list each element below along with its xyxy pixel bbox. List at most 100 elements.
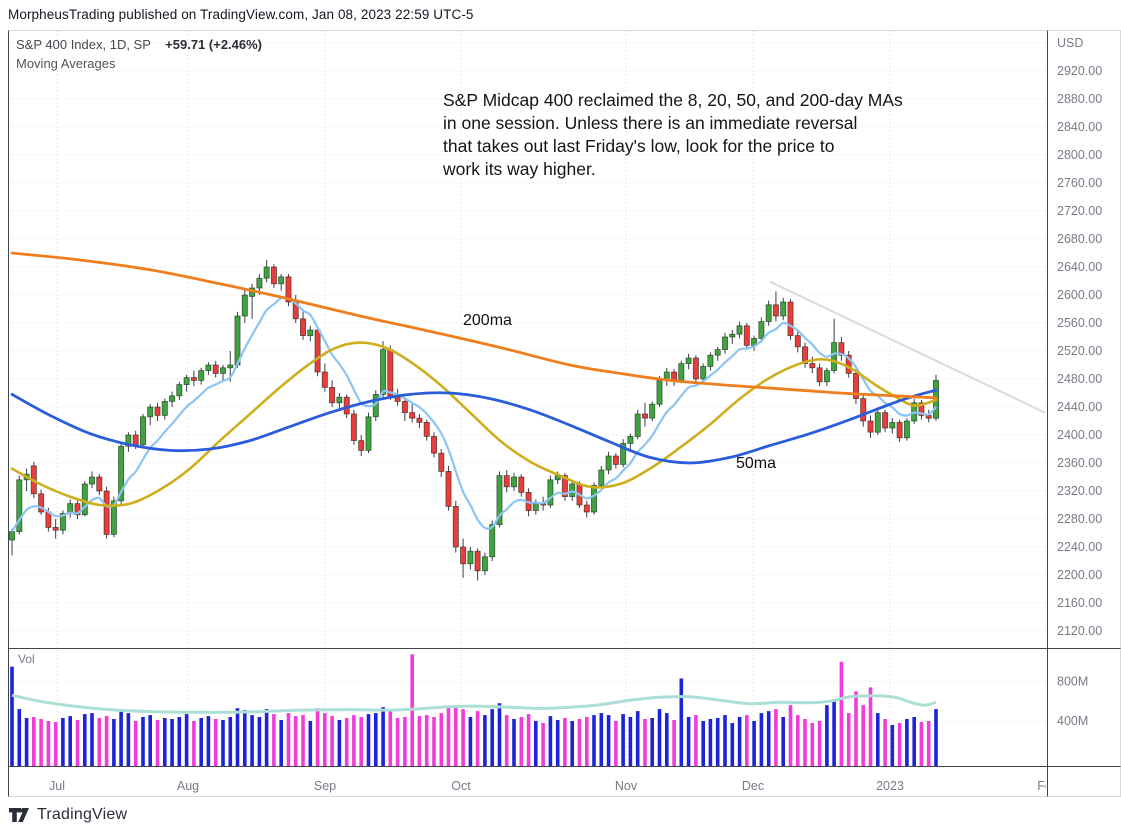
price-tick-label: 2480.00 [1057, 372, 1102, 386]
price-tick-label: 2560.00 [1057, 316, 1102, 330]
volume-bar-down [323, 713, 327, 766]
volume-bar-up [199, 718, 203, 766]
volume-bar-up [61, 718, 65, 766]
volume-bar-down [424, 715, 429, 766]
volume-bar-up [723, 715, 727, 766]
ma200-line [10, 251, 938, 400]
price-tick-label: 2720.00 [1057, 204, 1102, 218]
tradingview-logo-text: TradingView [37, 806, 128, 823]
volume-bar-down [774, 709, 778, 766]
volume-bar-down [672, 720, 676, 766]
candle-down [321, 371, 328, 388]
candle-up [16, 479, 23, 532]
price-tick-label: 2680.00 [1057, 232, 1102, 246]
candle-up [380, 349, 387, 395]
candle-down [802, 346, 809, 364]
price-tick-label: 2200.00 [1057, 568, 1102, 582]
candle-up [219, 367, 226, 374]
candle-down [460, 546, 467, 565]
volume-bar-down [213, 719, 218, 766]
volume-bar-down [810, 723, 815, 766]
volume-bar-down [796, 715, 800, 766]
volume-bar-down [155, 720, 160, 766]
candle-up [532, 503, 539, 512]
volume-bar-up [279, 720, 283, 766]
candle-down [38, 493, 45, 513]
candle-up [147, 406, 154, 418]
volume-ma-line [11, 693, 937, 714]
candle-up [139, 416, 146, 446]
candle-down [772, 304, 779, 317]
time-tick-label: Oct [451, 779, 471, 793]
price-tick-label: 2160.00 [1057, 596, 1102, 610]
volume-bar-up [832, 699, 836, 766]
volume-bar-up [686, 717, 691, 766]
candle-up [263, 266, 270, 279]
candle-up [510, 476, 517, 488]
time-scale[interactable]: Jul Aug Sep Oct Nov Dec 2023 Feb [49, 779, 1059, 793]
volume-bar-down [846, 713, 851, 766]
volume-bar-down [897, 723, 902, 766]
volume-bar-up [141, 717, 145, 766]
candle-up [89, 476, 96, 485]
volume-bar-up [83, 714, 87, 766]
candle-down [860, 398, 867, 422]
volume-bar-up [257, 717, 262, 766]
volume-bar-up [243, 710, 247, 766]
volume-bar-down [519, 717, 524, 766]
candle-up [831, 342, 838, 372]
candle-up [729, 333, 736, 338]
drawn-trendline[interactable] [769, 280, 1046, 414]
candle-up [889, 421, 896, 429]
candle-down [867, 420, 874, 433]
candle-up [634, 413, 641, 437]
volume-bar-down [454, 705, 458, 766]
symbol-legend[interactable]: S&P 400 Index, 1D, SP +59.71 (+2.46%) [16, 37, 262, 52]
volume-bar-down [883, 719, 887, 766]
volume-bar-down [541, 723, 545, 766]
analysis-note-line: work its way higher. [443, 159, 596, 179]
volume-bar-down [614, 721, 618, 766]
candle-down [583, 504, 590, 513]
candle-up [874, 412, 881, 433]
volume-bar-down [461, 709, 465, 766]
volume-bar-down [504, 715, 509, 766]
volume-bar-down [301, 715, 305, 766]
volume-bar-down [39, 719, 43, 766]
price-tick-label: 2400.00 [1057, 428, 1102, 442]
volume-bar-up [163, 718, 167, 766]
candle-up [125, 434, 132, 447]
volume-bar-down [388, 709, 393, 766]
tradingview-logo[interactable]: TradingView [8, 806, 127, 824]
analysis-note-line: that takes out last Friday's low, look f… [443, 136, 835, 156]
volume-bar-up [250, 715, 254, 766]
time-tick-label: Nov [615, 779, 638, 793]
volume-bar-down [75, 720, 80, 766]
candle-up [780, 301, 787, 317]
indicator-legend[interactable]: Moving Averages [16, 56, 116, 71]
volume-bar-down [293, 716, 298, 766]
candle-down [838, 342, 845, 356]
candle-down [474, 550, 481, 572]
candle-down [503, 475, 510, 488]
candle-down [423, 421, 430, 437]
candle-down [853, 372, 860, 399]
volume-bar-up [701, 721, 705, 766]
volume-bar-down [439, 713, 444, 766]
tradingview-logo-icon [9, 808, 29, 822]
volume-tick-label: 400M [1057, 714, 1088, 728]
candle-down [103, 490, 110, 535]
analysis-note: S&P Midcap 400 reclaimed the 8, 20, 50, … [443, 89, 903, 181]
candle-down [416, 417, 423, 423]
candle-up [9, 531, 15, 541]
candle-up [489, 524, 496, 558]
candle-down [212, 364, 219, 374]
volume-bar-up [177, 717, 182, 766]
candle-down [918, 402, 925, 416]
candle-up [118, 445, 125, 502]
candle-down [430, 435, 437, 454]
volume-bar-up [264, 709, 269, 766]
time-tick-label: Sep [314, 779, 336, 793]
candle-down [438, 452, 445, 472]
